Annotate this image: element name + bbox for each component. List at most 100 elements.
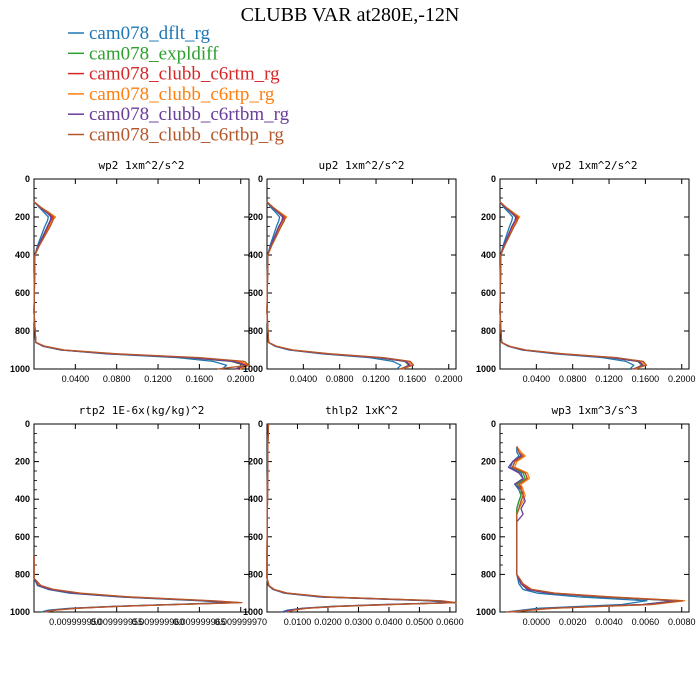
- y-tick-label: 600: [248, 532, 263, 542]
- legend-label: cam078_clubb_c6rtbp_rg: [89, 125, 284, 146]
- y-tick-label: 0: [25, 419, 30, 429]
- series-line: [33, 201, 247, 370]
- x-tick-label: 0.0800: [326, 374, 354, 384]
- panel: wp2 1xm^2/s^2 0 200 400 600 800 1000 0.0400 0.08…: [10, 159, 255, 384]
- x-tick-label: 0.1200: [595, 374, 623, 384]
- series-line: [266, 201, 402, 370]
- y-tick-label: 200: [481, 457, 496, 467]
- y-tick-label: 800: [248, 569, 263, 579]
- x-tick-label: 0.0800: [103, 374, 131, 384]
- series-line: [266, 201, 411, 370]
- panel-title: wp2 1xm^2/s^2: [98, 159, 184, 172]
- x-tick-label: 0.0800: [559, 374, 587, 384]
- series-line: [499, 201, 643, 370]
- y-tick-label: 400: [15, 494, 30, 504]
- x-tick-label: 0.009999965: [173, 617, 226, 627]
- y-tick-label: 1000: [476, 364, 496, 374]
- plot-frame: [33, 178, 250, 370]
- series-line: [266, 423, 451, 613]
- x-tick-label: 0.1200: [362, 374, 390, 384]
- plot-frame: [266, 423, 457, 613]
- series-line: [499, 201, 647, 370]
- x-tick-label: 0.0400: [375, 617, 403, 627]
- series-line: [33, 201, 246, 370]
- series-line: [508, 446, 682, 613]
- x-tick-label: 0.0400: [62, 374, 90, 384]
- panel: thlp2 1xK^2 0 200 400 600 800 1000 0.0100 0.0200…: [243, 404, 464, 627]
- x-tick-label: 0.1200: [144, 374, 172, 384]
- y-tick-label: 800: [248, 326, 263, 336]
- series-line: [266, 201, 411, 370]
- y-tick-label: 200: [481, 212, 496, 222]
- x-tick-label: 0.009999955: [90, 617, 143, 627]
- series-line: [266, 423, 454, 613]
- panel-title: up2 1xm^2/s^2: [318, 159, 404, 172]
- plot-frame: [499, 423, 690, 613]
- x-tick-label: 0.2000: [227, 374, 255, 384]
- series-line: [266, 423, 456, 613]
- x-tick-label: 0.0200: [314, 617, 342, 627]
- y-tick-label: 400: [481, 250, 496, 260]
- x-tick-label: 0.0020: [559, 617, 587, 627]
- x-tick-label: 0.009999970: [214, 617, 267, 627]
- series-line: [33, 201, 228, 370]
- x-tick-label: 0.2000: [435, 374, 463, 384]
- x-tick-label: 0.1600: [632, 374, 660, 384]
- y-tick-label: 0: [25, 174, 30, 184]
- series-line: [510, 446, 686, 613]
- series-line: [33, 555, 243, 613]
- series-line: [266, 423, 457, 613]
- series-line: [266, 201, 414, 370]
- x-tick-label: 0.0400: [290, 374, 318, 384]
- y-tick-label: 400: [481, 494, 496, 504]
- y-tick-label: 600: [481, 288, 496, 298]
- x-tick-label: 0.0400: [523, 374, 551, 384]
- y-tick-label: 200: [248, 457, 263, 467]
- y-tick-label: 400: [248, 494, 263, 504]
- y-tick-label: 0: [258, 174, 263, 184]
- y-tick-label: 800: [481, 326, 496, 336]
- series-line: [266, 423, 457, 613]
- y-tick-label: 600: [248, 288, 263, 298]
- x-tick-label: 0.0300: [345, 617, 373, 627]
- legend: cam078_dflt_rgcam078_expldiffcam078_club…: [68, 23, 290, 146]
- plot-frame: [499, 178, 690, 370]
- series-line: [499, 201, 635, 370]
- panel-title: thlp2 1xK^2: [325, 404, 398, 417]
- panel-title: rtp2 1E-6x(kg/kg)^2: [79, 404, 205, 417]
- panels: wp2 1xm^2/s^2 0 200 400 600 800 1000 0.0400 0.08…: [10, 159, 696, 627]
- series-line: [506, 446, 684, 613]
- series-line: [507, 446, 678, 613]
- y-tick-label: 0: [491, 419, 496, 429]
- panel: up2 1xm^2/s^2 0 200 400 600 800 1000 0.0400 0.08…: [243, 159, 463, 384]
- legend-label: cam078_expldiff: [89, 43, 219, 64]
- x-tick-label: 0.0040: [595, 617, 623, 627]
- series-line: [508, 446, 675, 613]
- x-tick-label: 0.0080: [668, 617, 696, 627]
- series-line: [499, 201, 644, 370]
- x-tick-label: 0.1600: [186, 374, 214, 384]
- series-line: [499, 201, 648, 370]
- panel: vp2 1xm^2/s^2 0 200 400 600 800 1000 0.0400 0.08…: [476, 159, 696, 384]
- y-tick-label: 0: [491, 174, 496, 184]
- y-tick-label: 600: [15, 532, 30, 542]
- x-tick-label: 0.2000: [668, 374, 696, 384]
- series-line: [499, 201, 644, 370]
- x-tick-label: 0.0060: [632, 617, 660, 627]
- series-line: [266, 201, 415, 370]
- y-tick-label: 200: [248, 212, 263, 222]
- x-tick-label: 0.0500: [406, 617, 434, 627]
- series-line: [33, 201, 248, 370]
- y-tick-label: 600: [481, 532, 496, 542]
- series-line: [266, 423, 457, 613]
- plot-frame: [266, 178, 457, 370]
- chart-title: CLUBB VAR at280E,-12N: [241, 4, 460, 26]
- y-tick-label: 800: [15, 569, 30, 579]
- x-tick-label: 0.1600: [399, 374, 427, 384]
- x-tick-label: 0.0100: [284, 617, 312, 627]
- series-line: [33, 201, 250, 370]
- y-tick-label: 1000: [243, 607, 263, 617]
- y-tick-label: 400: [15, 250, 30, 260]
- y-tick-label: 1000: [10, 607, 30, 617]
